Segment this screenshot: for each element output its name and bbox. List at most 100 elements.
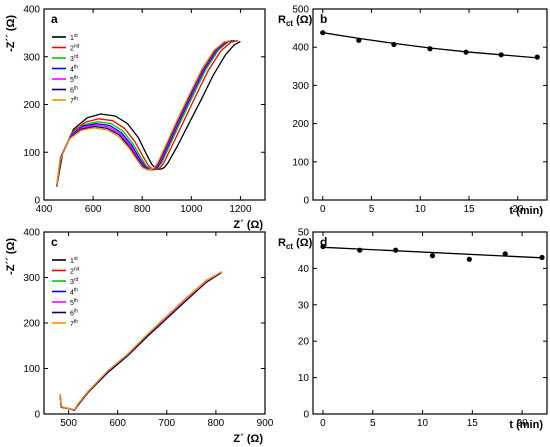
y-tick-label: 100	[23, 148, 40, 159]
legend-entry-3: 3rd	[70, 54, 79, 63]
data-point	[466, 256, 472, 262]
x-tick-label: 0	[320, 204, 326, 215]
y-tick-label: 30	[298, 300, 310, 311]
y-tick-label: 50	[298, 228, 310, 239]
panel-letter: d	[320, 235, 327, 249]
panel-letter: c	[51, 235, 58, 249]
y-axis-label: Rct (Ω)	[278, 14, 313, 28]
data-point	[320, 243, 326, 250]
x-tick-label: 10	[415, 204, 427, 215]
panel-c: 500 600 700 800 900 0 100 200 300 400 c Z´ (Ω) -Z´´ …	[5, 228, 274, 446]
legend-entry-6: 6th	[70, 86, 78, 95]
x-tick-label: 900	[257, 418, 274, 429]
legend-entry-2: 2nd	[70, 267, 80, 276]
data-point	[357, 247, 363, 253]
data-point	[391, 41, 397, 48]
series-line-7	[56, 39, 232, 186]
data-point	[429, 253, 436, 259]
y-tick-label: 100	[292, 157, 309, 168]
legend-ordinal: st	[74, 256, 79, 262]
legend-ordinal: rd	[74, 277, 79, 283]
legend-ordinal: th	[74, 309, 78, 315]
data-point	[534, 54, 540, 60]
legend-ordinal: th	[74, 75, 78, 81]
x-tick-label: 5	[369, 204, 375, 215]
data-point	[463, 49, 469, 55]
legend-ordinal: th	[74, 298, 78, 304]
fit-line	[322, 32, 538, 59]
x-tick-label: 800	[208, 418, 225, 429]
legend-number: 3	[70, 279, 74, 286]
y-label-sub: ct	[286, 242, 293, 251]
data-point	[393, 247, 399, 253]
y-tick-label: 100	[23, 364, 40, 375]
legend-number: 3	[70, 56, 74, 63]
x-tick-label: 600	[109, 418, 126, 429]
legend-entry-2: 2nd	[70, 44, 80, 53]
panel-d: 0 5 10 15 20 0 10 20 30 40 50 d t (min) Rct (Ω)	[278, 228, 548, 431]
legend-ordinal: nd	[74, 267, 80, 273]
y-tick-label: 10	[298, 373, 310, 384]
y-tick-label: 400	[292, 43, 309, 54]
x-tick-label: 700	[158, 418, 175, 429]
panel-letter: b	[320, 12, 327, 26]
x-tick-label: 400	[36, 204, 53, 215]
y-tick-label: 300	[23, 273, 40, 284]
data-point	[539, 254, 545, 261]
legend-entry-1: 1st	[70, 256, 78, 265]
panel-a: 400 600 800 1000 1200 0 100 200 300 400 a Z´ (Ω) -Z´…	[5, 5, 266, 231]
legend-entry-7: 7th	[70, 319, 78, 328]
y-label-sub: ct	[286, 19, 293, 28]
data-point	[498, 52, 504, 58]
legend-ordinal: nd	[74, 44, 80, 50]
legend-entry-7: 7th	[70, 96, 78, 105]
legend-entry-3: 3rd	[70, 277, 79, 286]
legend-ordinal: st	[74, 33, 79, 39]
y-tick-label: 0	[303, 196, 309, 207]
data-point	[356, 37, 362, 43]
y-axis-label: -Z´´ (Ω)	[5, 238, 17, 275]
data-point	[427, 46, 433, 52]
y-tick-label: 0	[34, 410, 40, 421]
x-tick-label: 800	[134, 204, 151, 215]
legend-number: 1	[70, 258, 74, 265]
legend-ordinal: rd	[74, 54, 79, 60]
y-axis-label: Rct (Ω)	[278, 237, 313, 251]
y-tick-label: 0	[34, 196, 40, 207]
data-point	[502, 251, 508, 257]
x-axis-label: t (min)	[509, 205, 543, 217]
x-tick-label: 20	[512, 204, 524, 215]
y-label-unit: (Ω)	[293, 14, 313, 26]
x-axis-label: Z´ (Ω)	[233, 219, 263, 231]
x-axis-label: Z´ (Ω)	[233, 433, 263, 445]
y-tick-label: 20	[298, 337, 310, 348]
series-line-7	[59, 271, 223, 411]
legend-number: 1	[70, 35, 74, 42]
legend-number: 6	[70, 311, 74, 318]
plot-frame	[312, 8, 548, 201]
legend-entry-4: 4th	[70, 65, 78, 74]
panel-letter: a	[51, 12, 58, 26]
legend-entry-5: 5th	[70, 298, 78, 307]
y-tick-label: 200	[292, 119, 309, 130]
y-tick-label: 300	[23, 52, 40, 63]
y-label-base: R	[278, 14, 286, 26]
y-tick-label: 400	[23, 228, 40, 239]
x-tick-label: 15	[467, 418, 479, 429]
legend-ordinal: th	[74, 288, 78, 294]
y-tick-label: 0	[303, 410, 309, 421]
legend-ordinal: th	[74, 65, 78, 71]
y-tick-label: 200	[23, 100, 40, 111]
x-tick-label: 0	[320, 418, 326, 429]
x-tick-label: 15	[463, 204, 475, 215]
legend-number: 5	[70, 300, 74, 307]
legend-number: 7	[70, 321, 74, 328]
y-axis-label: -Z´´ (Ω)	[5, 15, 17, 52]
data-point	[320, 30, 326, 36]
x-axis-label: t (min)	[509, 419, 543, 431]
legend-number: 2	[70, 269, 74, 276]
